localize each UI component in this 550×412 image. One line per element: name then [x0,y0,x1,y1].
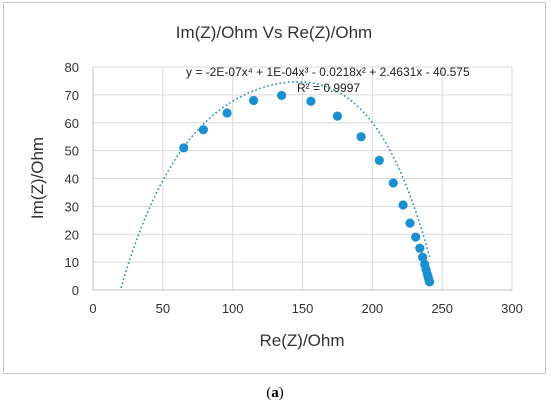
data-point [249,95,259,106]
x-tick-label: 300 [501,301,523,316]
data-point [405,218,415,228]
data-point [306,96,316,106]
data-point [424,277,435,287]
caption-close: ) [278,385,284,401]
data-point [222,108,232,118]
data-point [198,125,208,135]
data-point [398,200,408,210]
y-tick-label: 60 [65,116,79,131]
y-tick-label: 40 [65,172,79,187]
data-point [388,178,398,188]
x-tick-label: 200 [361,301,383,316]
y-tick-label: 10 [65,255,79,270]
y-tick-label: 80 [65,60,79,75]
x-tick-label: 100 [222,301,244,316]
y-tick-labels: 0 10 20 30 40 50 60 70 80 [65,60,79,298]
figure-caption: (a) [0,385,550,402]
data-point [276,90,287,101]
x-tick-label: 150 [292,301,314,316]
trendline-r2: R² = 0.9997 [297,81,360,95]
chart-title: Im(Z)/Ohm Vs Re(Z)/Ohm [176,23,372,42]
x-tick-label: 250 [431,301,453,316]
trendline [120,81,431,289]
data-point [415,243,425,253]
data-point [418,252,428,262]
y-tick-label: 30 [65,199,79,214]
data-points [179,90,435,287]
data-point [411,232,421,242]
y-tick-label: 0 [72,283,79,298]
trendline-equation: y = -2E-07x⁴ + 1E-04x³ - 0.0218x² + 2.46… [186,65,470,79]
y-tick-label: 20 [65,227,79,242]
data-point [356,132,366,142]
x-axis-label: Re(Z)/Ohm [260,331,345,350]
y-tick-label: 50 [65,144,79,159]
caption-open: ( [266,385,272,401]
data-point [179,143,189,153]
data-point [374,155,384,165]
x-tick-label: 0 [89,301,96,316]
x-tick-labels: 0 50 100 150 200 250 300 [89,301,522,316]
axes [92,67,512,291]
caption-letter: a [271,385,279,401]
y-axis-label: Im(Z)/Ohm [28,137,47,219]
data-point [332,111,343,121]
gridlines [93,66,513,290]
x-tick-label: 50 [156,301,170,316]
y-tick-label: 70 [65,88,79,103]
